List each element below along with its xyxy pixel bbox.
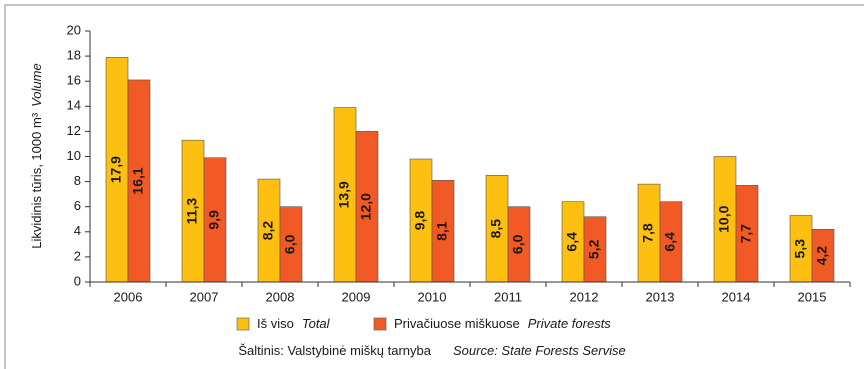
x-tick-label: 2007 [190, 289, 219, 304]
x-tick-label: 2014 [722, 289, 751, 304]
value-label: 6,0 [282, 234, 298, 254]
y-tick-label: 2 [74, 248, 81, 263]
legend-name-en: Total [302, 316, 331, 331]
source-lt: Šaltinis: Valstybinė miškų tarnyba [238, 343, 431, 358]
y-tick-label: 10 [67, 148, 81, 163]
value-label: 8,5 [488, 219, 504, 239]
legend-swatch [373, 317, 387, 331]
y-tick-label: 12 [67, 123, 81, 138]
x-tick-label: 2011 [494, 289, 522, 304]
value-label: 5,3 [792, 239, 808, 259]
value-label: 8,1 [434, 221, 450, 241]
x-tick-label: 2006 [114, 289, 143, 304]
legend-name: Iš viso [257, 316, 294, 331]
legend-name-en: Private forests [528, 316, 612, 331]
x-tick-label: 2010 [418, 289, 447, 304]
y-label-en: Volume [29, 63, 44, 107]
value-label: 9,9 [206, 210, 222, 230]
value-label: 12,0 [358, 193, 374, 220]
x-tick-label: 2008 [266, 289, 295, 304]
source-en: Source: State Forests Servise [453, 343, 626, 358]
y-tick-label: 14 [67, 98, 81, 113]
value-label: 4,2 [814, 246, 830, 266]
value-label: 17,9 [108, 156, 124, 183]
value-label: 6,4 [662, 232, 678, 252]
y-tick-label: 6 [74, 198, 81, 213]
x-tick-label: 2009 [342, 289, 371, 304]
value-label: 7,8 [640, 223, 656, 243]
value-label: 11,3 [184, 198, 200, 225]
x-tick-label: 2012 [570, 289, 599, 304]
y-tick-label: 18 [67, 48, 81, 63]
y-tick-label: 0 [74, 273, 81, 288]
value-label: 7,7 [738, 224, 754, 244]
legend-swatch [236, 317, 250, 331]
y-label: Likvidinis tūris, 1000 m³ [29, 112, 44, 248]
legend-entry: Iš viso Total [257, 316, 331, 331]
y-tick-label: 20 [67, 22, 81, 37]
legend-entry: Privačiuose miškuose Private forests [394, 316, 611, 331]
value-label: 6,0 [510, 234, 526, 254]
value-label: 16,1 [130, 167, 146, 194]
value-label: 5,2 [586, 239, 602, 259]
y-tick-label: 16 [67, 73, 81, 88]
value-label: 9,8 [412, 211, 428, 231]
y-tick-label: 4 [74, 223, 81, 238]
x-tick-label: 2013 [646, 289, 675, 304]
frame [4, 4, 864, 369]
source: Šaltinis: Valstybinė miškų tarnyba Source… [238, 343, 625, 358]
value-label: 13,9 [336, 181, 352, 208]
legend-name: Privačiuose miškuose [394, 316, 520, 331]
y-axis-label: Likvidinis tūris, 1000 m³ Volume [29, 63, 44, 248]
value-label: 6,4 [564, 232, 580, 252]
value-label: 10,0 [716, 205, 732, 232]
value-label: 8,2 [260, 221, 276, 241]
x-tick-label: 2015 [798, 289, 827, 304]
y-tick-label: 8 [74, 173, 81, 188]
